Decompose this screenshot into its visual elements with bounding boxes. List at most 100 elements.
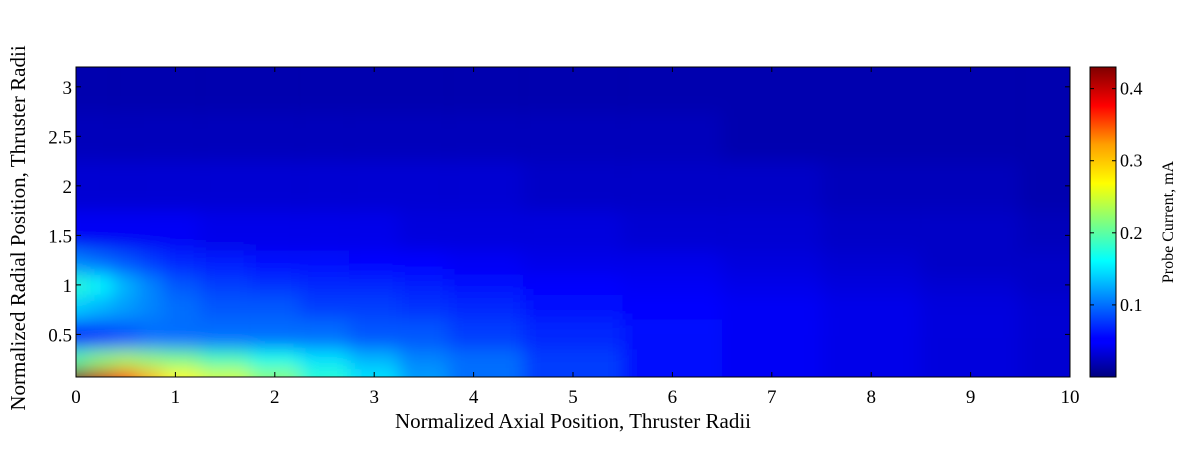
- heatmap-cell: [399, 349, 449, 370]
- heatmap-cell: [448, 76, 524, 112]
- x-axis: 0 1 2 3 4 5 6 7 8 9 10: [71, 67, 1080, 408]
- heatmap-cell: [138, 294, 163, 320]
- heatmap-cell: [162, 250, 201, 275]
- heatmap-cell: [399, 250, 449, 275]
- heatmap-cell: [523, 111, 623, 162]
- heatmap-cell: [448, 111, 524, 162]
- heatmap-cell: [448, 274, 524, 295]
- y-tick-label: 2.5: [48, 127, 72, 148]
- heatmap-cell: [448, 210, 524, 251]
- heatmap-cell: [162, 319, 201, 350]
- heatmap-cell: [162, 294, 201, 320]
- y-tick-label: 1: [63, 276, 73, 297]
- heatmap-cell: [76, 161, 89, 211]
- heatmap-cell: [349, 349, 400, 370]
- heatmap-cell: [113, 210, 139, 251]
- heatmap-cell: [821, 319, 921, 350]
- heatmap-cell: [448, 319, 524, 350]
- heatmap-cell: [113, 274, 139, 295]
- heatmap-cell: [113, 294, 139, 320]
- colorbar: 0.1 0.2 0.3 0.4 Probe Current, mA: [1089, 66, 1177, 378]
- x-tick-label: 3: [369, 387, 379, 408]
- heatmap-cell: [249, 274, 300, 295]
- heatmap-cell: [200, 111, 250, 162]
- heatmap-cell: [88, 76, 114, 112]
- heatmap-cell: [1020, 369, 1070, 377]
- heatmap-cell: [821, 250, 921, 275]
- heatmap-cell: [249, 111, 300, 162]
- heatmap-cell: [138, 210, 163, 251]
- heatmap-cell: [88, 67, 114, 77]
- heatmap-cell: [523, 76, 623, 112]
- heatmap-cell: [76, 76, 89, 112]
- heatmap-cell: [299, 319, 350, 350]
- heatmap-cell: [622, 294, 723, 320]
- heatmap-cell: [138, 319, 163, 350]
- heatmap-cell: [249, 319, 300, 350]
- heatmap-cell: [622, 76, 723, 112]
- heatmap-cell: [821, 210, 921, 251]
- heatmap-cell: [299, 76, 350, 112]
- x-tick-label: 9: [966, 387, 976, 408]
- heatmap-cell: [113, 161, 139, 211]
- heatmap-cell: [200, 349, 250, 370]
- heatmap-cell: [299, 369, 350, 377]
- heatmap-cell: [1020, 210, 1070, 251]
- heatmap-cell: [399, 369, 449, 377]
- heatmap-cell: [821, 274, 921, 295]
- heatmap-cell: [349, 294, 400, 320]
- heatmap-cell: [162, 210, 201, 251]
- heatmap-cell: [821, 349, 921, 370]
- heatmap-cell: [249, 294, 300, 320]
- heatmap-cell: [113, 349, 139, 370]
- heatmap-cell: [88, 111, 114, 162]
- heatmap-cell: [138, 250, 163, 275]
- heatmap-cell: [523, 250, 623, 275]
- heatmap-cell: [722, 76, 822, 112]
- heatmap-cell: [920, 294, 1021, 320]
- x-tick-label: 5: [568, 387, 578, 408]
- heatmap-cell: [399, 274, 449, 295]
- heatmap-cell: [113, 250, 139, 275]
- heatmap-cell: [722, 161, 822, 211]
- colorbar-tick-label: 0.4: [1120, 79, 1143, 99]
- heatmap-cell: [200, 369, 250, 377]
- heatmap-cell: [162, 274, 201, 295]
- heatmap-cell: [622, 111, 723, 162]
- heatmap-cell: [88, 294, 114, 320]
- heatmap-cell: [523, 349, 623, 370]
- x-tick-label: 4: [469, 387, 479, 408]
- heatmap-cell: [448, 67, 524, 77]
- heatmap-cell: [299, 294, 350, 320]
- heatmap-cell: [920, 210, 1021, 251]
- heatmap-cell: [448, 369, 524, 377]
- heatmap-cell: [113, 319, 139, 350]
- x-tick-label: 6: [668, 387, 678, 408]
- colorbar-gradient: [1089, 66, 1117, 378]
- heatmap-cell: [523, 274, 623, 295]
- heatmap-cell: [200, 319, 250, 350]
- heatmap-cell: [299, 111, 350, 162]
- heatmap-cell: [920, 161, 1021, 211]
- heatmap-cell: [76, 319, 89, 350]
- heatmap-cell: [138, 67, 163, 77]
- colorbar-ticks: 0.1 0.2 0.3 0.4: [1090, 79, 1143, 315]
- colorbar-label: Probe Current, mA: [1160, 160, 1177, 283]
- y-tick-label: 1.5: [48, 226, 72, 247]
- heatmap-cell: [448, 349, 524, 370]
- heatmap-cell: [200, 67, 250, 77]
- heatmap-cell: [138, 161, 163, 211]
- x-tick-label: 2: [270, 387, 280, 408]
- heatmap-cell: [622, 250, 723, 275]
- heatmap-cell: [1020, 319, 1070, 350]
- heatmap-cell: [200, 210, 250, 251]
- heatmap-cell: [162, 349, 201, 370]
- heatmap-cell: [1020, 274, 1070, 295]
- heatmap-cell: [138, 76, 163, 112]
- heatmap-cell: [349, 210, 400, 251]
- heatmap-cell: [249, 210, 300, 251]
- heatmap-cell: [88, 369, 114, 377]
- heatmap-cell: [1020, 349, 1070, 370]
- heatmap-cell: [88, 274, 114, 295]
- heatmap-cell: [76, 369, 89, 377]
